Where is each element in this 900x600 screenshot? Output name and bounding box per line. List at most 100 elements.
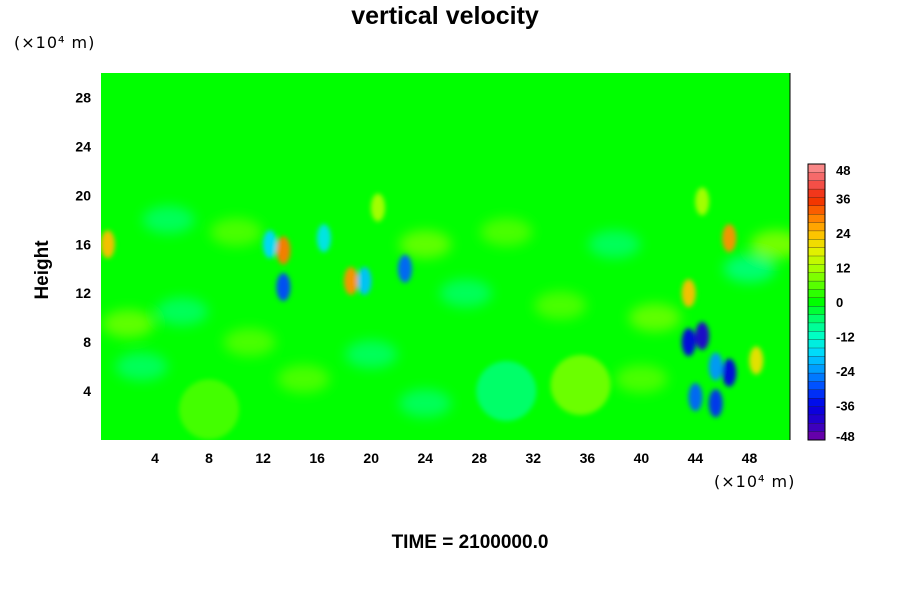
feature-4 bbox=[316, 224, 331, 253]
feature-3 bbox=[262, 230, 277, 259]
feature-6 bbox=[357, 266, 372, 295]
feature-5 bbox=[343, 266, 358, 295]
colorbar-cell bbox=[807, 314, 826, 324]
colorbar-cell bbox=[807, 239, 826, 249]
heatmap-texture bbox=[102, 205, 790, 418]
colorbar-cell bbox=[807, 414, 826, 424]
colorbar-tick-label: 0 bbox=[836, 295, 843, 310]
colorbar-cell bbox=[807, 172, 826, 182]
texture-blob bbox=[723, 254, 776, 283]
texture-blob bbox=[480, 218, 533, 247]
texture-blob bbox=[277, 364, 330, 393]
feature-1 bbox=[276, 236, 291, 265]
colorbar-tick-label: 48 bbox=[836, 163, 850, 178]
colorbar-cell bbox=[807, 431, 826, 441]
colorbar-cell bbox=[807, 339, 826, 349]
y-unit-label: (×10⁴ m) bbox=[14, 33, 96, 52]
texture-blob bbox=[102, 309, 155, 338]
y-tick-label: 12 bbox=[75, 285, 91, 301]
texture-blob bbox=[439, 279, 492, 308]
x-tick-label: 24 bbox=[417, 450, 433, 466]
colorbar-cell bbox=[807, 356, 826, 366]
feature-16 bbox=[722, 224, 737, 253]
colorbar-cell bbox=[807, 230, 826, 240]
colorbar-cell bbox=[807, 280, 826, 290]
x-tick-label: 32 bbox=[526, 450, 542, 466]
feature-19 bbox=[550, 354, 611, 415]
feature-7 bbox=[397, 254, 412, 283]
x-tick-label: 8 bbox=[205, 450, 213, 466]
y-tick-label: 16 bbox=[75, 236, 91, 252]
colorbar-tick-label: 24 bbox=[836, 226, 851, 241]
colorbar-cell bbox=[807, 372, 826, 382]
y-tick-label: 24 bbox=[75, 138, 91, 154]
feature-0 bbox=[101, 230, 115, 259]
colorbar-cell bbox=[807, 247, 826, 257]
colorbar-tick-label: -48 bbox=[836, 429, 855, 444]
heatmap-area bbox=[101, 73, 790, 440]
x-tick-label: 36 bbox=[580, 450, 596, 466]
x-tick-label: 20 bbox=[363, 450, 379, 466]
feature-21 bbox=[179, 379, 240, 440]
colorbar-tick-label: 36 bbox=[836, 192, 850, 207]
texture-blob bbox=[628, 303, 681, 332]
y-tick-label: 28 bbox=[75, 89, 91, 105]
texture-blob bbox=[615, 364, 668, 393]
chart-title: vertical velocity bbox=[351, 2, 539, 30]
texture-blob bbox=[534, 291, 587, 320]
colorbar-cell bbox=[807, 331, 826, 341]
texture-blob bbox=[399, 230, 452, 259]
texture-blob bbox=[588, 230, 641, 259]
feature-10 bbox=[695, 322, 710, 351]
colorbar-cell bbox=[807, 264, 826, 274]
colorbar-tick-label: -12 bbox=[836, 330, 855, 345]
colorbar-cell bbox=[807, 214, 826, 224]
colorbar-cell bbox=[807, 205, 826, 215]
colorbar-tick-label: -24 bbox=[836, 364, 856, 379]
feature-17 bbox=[681, 279, 696, 308]
y-tick-label: 20 bbox=[75, 187, 91, 203]
feature-20 bbox=[476, 361, 537, 422]
colorbar-cell bbox=[807, 289, 826, 299]
texture-blob bbox=[115, 352, 168, 381]
feature-13 bbox=[688, 383, 703, 412]
colorbar-cell bbox=[807, 180, 826, 190]
feature-15 bbox=[749, 346, 764, 375]
x-tick-label: 44 bbox=[688, 450, 704, 466]
colorbar-cell bbox=[807, 381, 826, 391]
x-tick-label: 16 bbox=[309, 450, 325, 466]
feature-8 bbox=[370, 193, 385, 222]
y-tick-label: 4 bbox=[83, 383, 91, 399]
feature-11 bbox=[708, 352, 723, 381]
colorbar-cell bbox=[807, 406, 826, 416]
x-unit-label: (×10⁴ m) bbox=[714, 472, 796, 491]
texture-blob bbox=[345, 340, 398, 369]
texture-blob bbox=[399, 389, 452, 418]
colorbar-cell bbox=[807, 188, 826, 198]
colorbar-cell bbox=[807, 364, 826, 374]
colorbar-cell bbox=[807, 163, 826, 173]
colorbar-cell bbox=[807, 255, 826, 265]
texture-blob bbox=[156, 297, 209, 326]
x-tick-label: 12 bbox=[255, 450, 271, 466]
colorbar-cell bbox=[807, 398, 826, 408]
colorbar-tick-label: -36 bbox=[836, 399, 855, 414]
colorbar-cell bbox=[807, 222, 826, 232]
x-tick-label: 28 bbox=[471, 450, 487, 466]
colorbar-cell bbox=[807, 272, 826, 282]
x-tick-label: 48 bbox=[742, 450, 758, 466]
colorbar-cell bbox=[807, 347, 826, 357]
heatmap-background bbox=[101, 73, 790, 440]
feature-9 bbox=[681, 328, 696, 357]
texture-blob bbox=[223, 328, 276, 357]
heatmap-features bbox=[101, 187, 764, 440]
time-label: TIME = 2100000.0 bbox=[391, 532, 549, 553]
texture-blob bbox=[750, 230, 790, 259]
colorbar-cell bbox=[807, 322, 826, 332]
y-tick-label: 8 bbox=[83, 334, 91, 350]
texture-blob bbox=[142, 205, 195, 234]
colorbar-cell bbox=[807, 389, 826, 399]
colorbar-tick-label: 12 bbox=[836, 261, 850, 276]
x-tick-label: 4 bbox=[151, 450, 159, 466]
